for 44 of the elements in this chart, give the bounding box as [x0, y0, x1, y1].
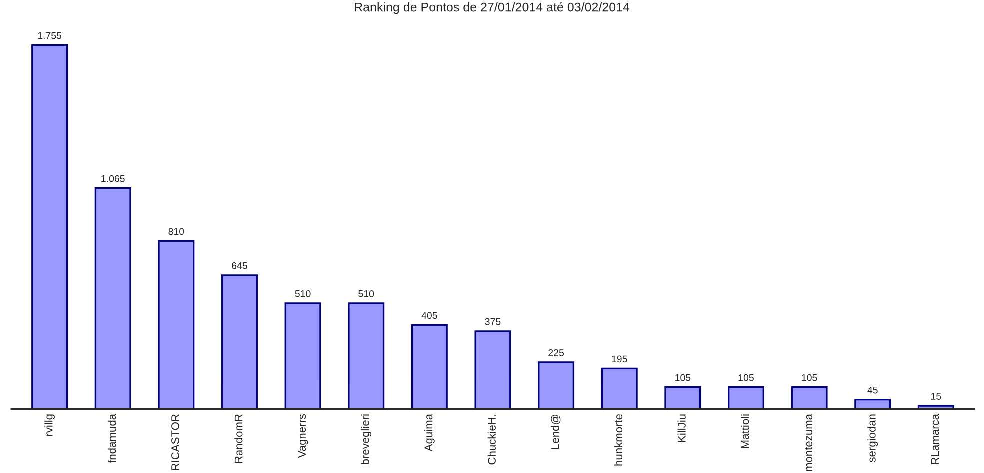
- bar: [221, 274, 258, 410]
- x-tick-label: Aguima: [424, 414, 435, 452]
- x-tick-label: Lend@: [551, 414, 561, 450]
- bar: [538, 362, 575, 410]
- data-label: 405: [422, 312, 438, 320]
- x-tick-label: RICASTOR: [172, 414, 180, 470]
- bar: [411, 324, 448, 410]
- x-tick-label: rvillg: [44, 414, 55, 436]
- x-tick-label: KillJiu: [678, 414, 686, 442]
- x-tick-label: ChuckieH.: [488, 415, 496, 465]
- bar: [284, 302, 322, 410]
- x-tick-label: sergiodan: [868, 414, 878, 462]
- bar: [664, 386, 702, 410]
- data-label: 645: [232, 262, 248, 270]
- bar: [94, 188, 132, 410]
- data-label: 375: [485, 318, 501, 326]
- x-tick-label: breveglieri: [361, 414, 372, 465]
- x-tick-label: RandomR: [234, 414, 243, 464]
- x-tick-label: hunkmorte: [614, 414, 623, 466]
- chart-title: Ranking de Pontos de 27/01/2014 até 03/02/2014: [355, 2, 630, 14]
- bar: [32, 44, 68, 410]
- data-label: 510: [358, 290, 374, 298]
- data-label: 810: [168, 228, 184, 236]
- bar: [791, 386, 828, 410]
- data-label: 105: [676, 374, 691, 382]
- data-label: 1.065: [102, 175, 125, 182]
- bar: [474, 330, 512, 410]
- data-label: 105: [738, 374, 754, 382]
- bar: [348, 302, 385, 410]
- x-tick-label: montezuma: [805, 414, 813, 472]
- data-label: 15: [932, 393, 942, 400]
- data-label: 1.755: [38, 32, 62, 40]
- x-tick-label: RLamarca: [931, 414, 940, 464]
- data-label: 225: [548, 350, 564, 356]
- x-tick-label: Vagnerrs: [298, 414, 308, 458]
- bar: [728, 386, 764, 410]
- data-label: 195: [612, 356, 628, 363]
- x-tick-label: fndamuda: [108, 414, 116, 464]
- data-label: 45: [868, 386, 878, 394]
- bar: [601, 368, 638, 410]
- data-label: 510: [295, 290, 311, 298]
- x-tick-label: Mattioli: [741, 414, 750, 448]
- bar: [158, 240, 195, 410]
- data-label: 105: [802, 374, 818, 382]
